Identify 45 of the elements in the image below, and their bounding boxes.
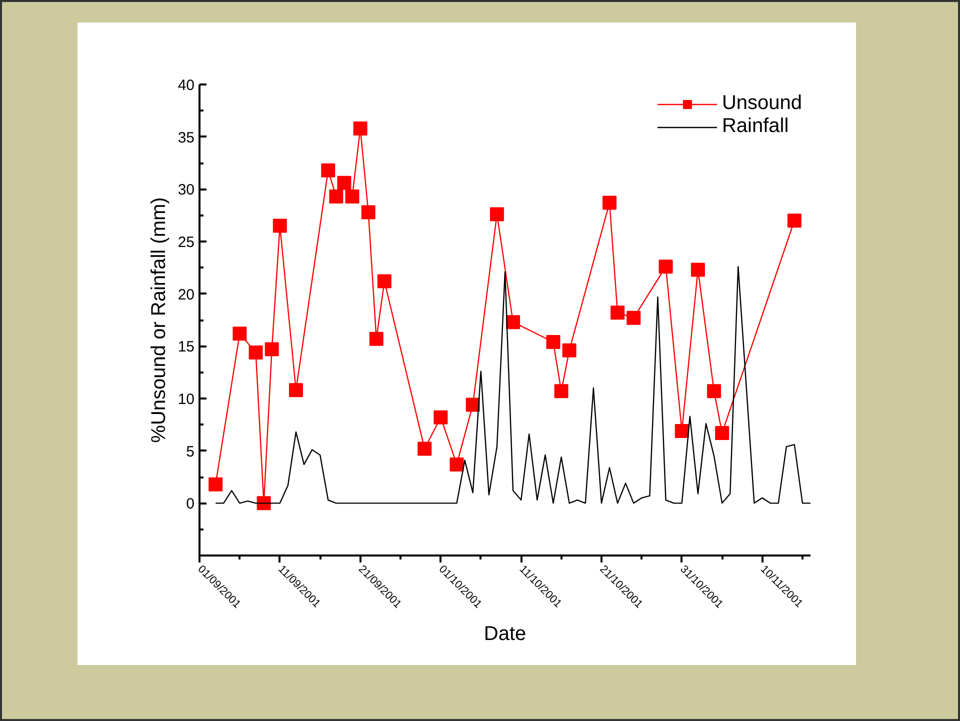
point — [361, 205, 376, 220]
point — [674, 424, 689, 438]
point — [264, 342, 279, 356]
y-tick-label: 0 — [186, 496, 194, 513]
point — [321, 163, 336, 178]
point — [353, 121, 368, 136]
point — [562, 343, 576, 358]
point — [208, 477, 223, 492]
point — [554, 384, 568, 398]
point — [466, 398, 480, 412]
legend-label: Unsound — [722, 92, 802, 115]
point — [272, 218, 287, 233]
point — [506, 315, 520, 330]
point — [546, 334, 560, 349]
y-tick-label: 25 — [178, 234, 195, 251]
point — [626, 310, 641, 325]
point — [715, 426, 730, 440]
point — [369, 332, 384, 346]
point — [450, 457, 464, 472]
point — [787, 214, 802, 228]
point — [610, 306, 625, 320]
point — [707, 384, 722, 398]
point — [690, 262, 705, 277]
y-tick-label: 35 — [178, 129, 195, 146]
point — [329, 189, 344, 204]
point — [418, 442, 432, 456]
point — [345, 189, 360, 204]
legend-label: Rainfall — [722, 115, 789, 138]
y-tick-label: 30 — [178, 182, 195, 199]
y-tick-label: 20 — [178, 286, 195, 304]
y-tick-label: 10 — [178, 391, 195, 408]
point — [658, 260, 673, 274]
y-tick-label: 40 — [178, 77, 195, 94]
y-tick-label: 15 — [178, 338, 195, 356]
point — [602, 196, 617, 210]
point — [434, 410, 448, 424]
point — [337, 176, 352, 190]
point — [232, 326, 247, 341]
point — [377, 274, 392, 288]
x-axis-title: Date — [484, 622, 526, 645]
y-tick-label: 5 — [186, 443, 194, 460]
y-axis-title: %Unsound or Rainfall (mm) — [148, 197, 170, 443]
point — [288, 383, 303, 398]
point — [490, 207, 504, 222]
point — [248, 345, 263, 360]
